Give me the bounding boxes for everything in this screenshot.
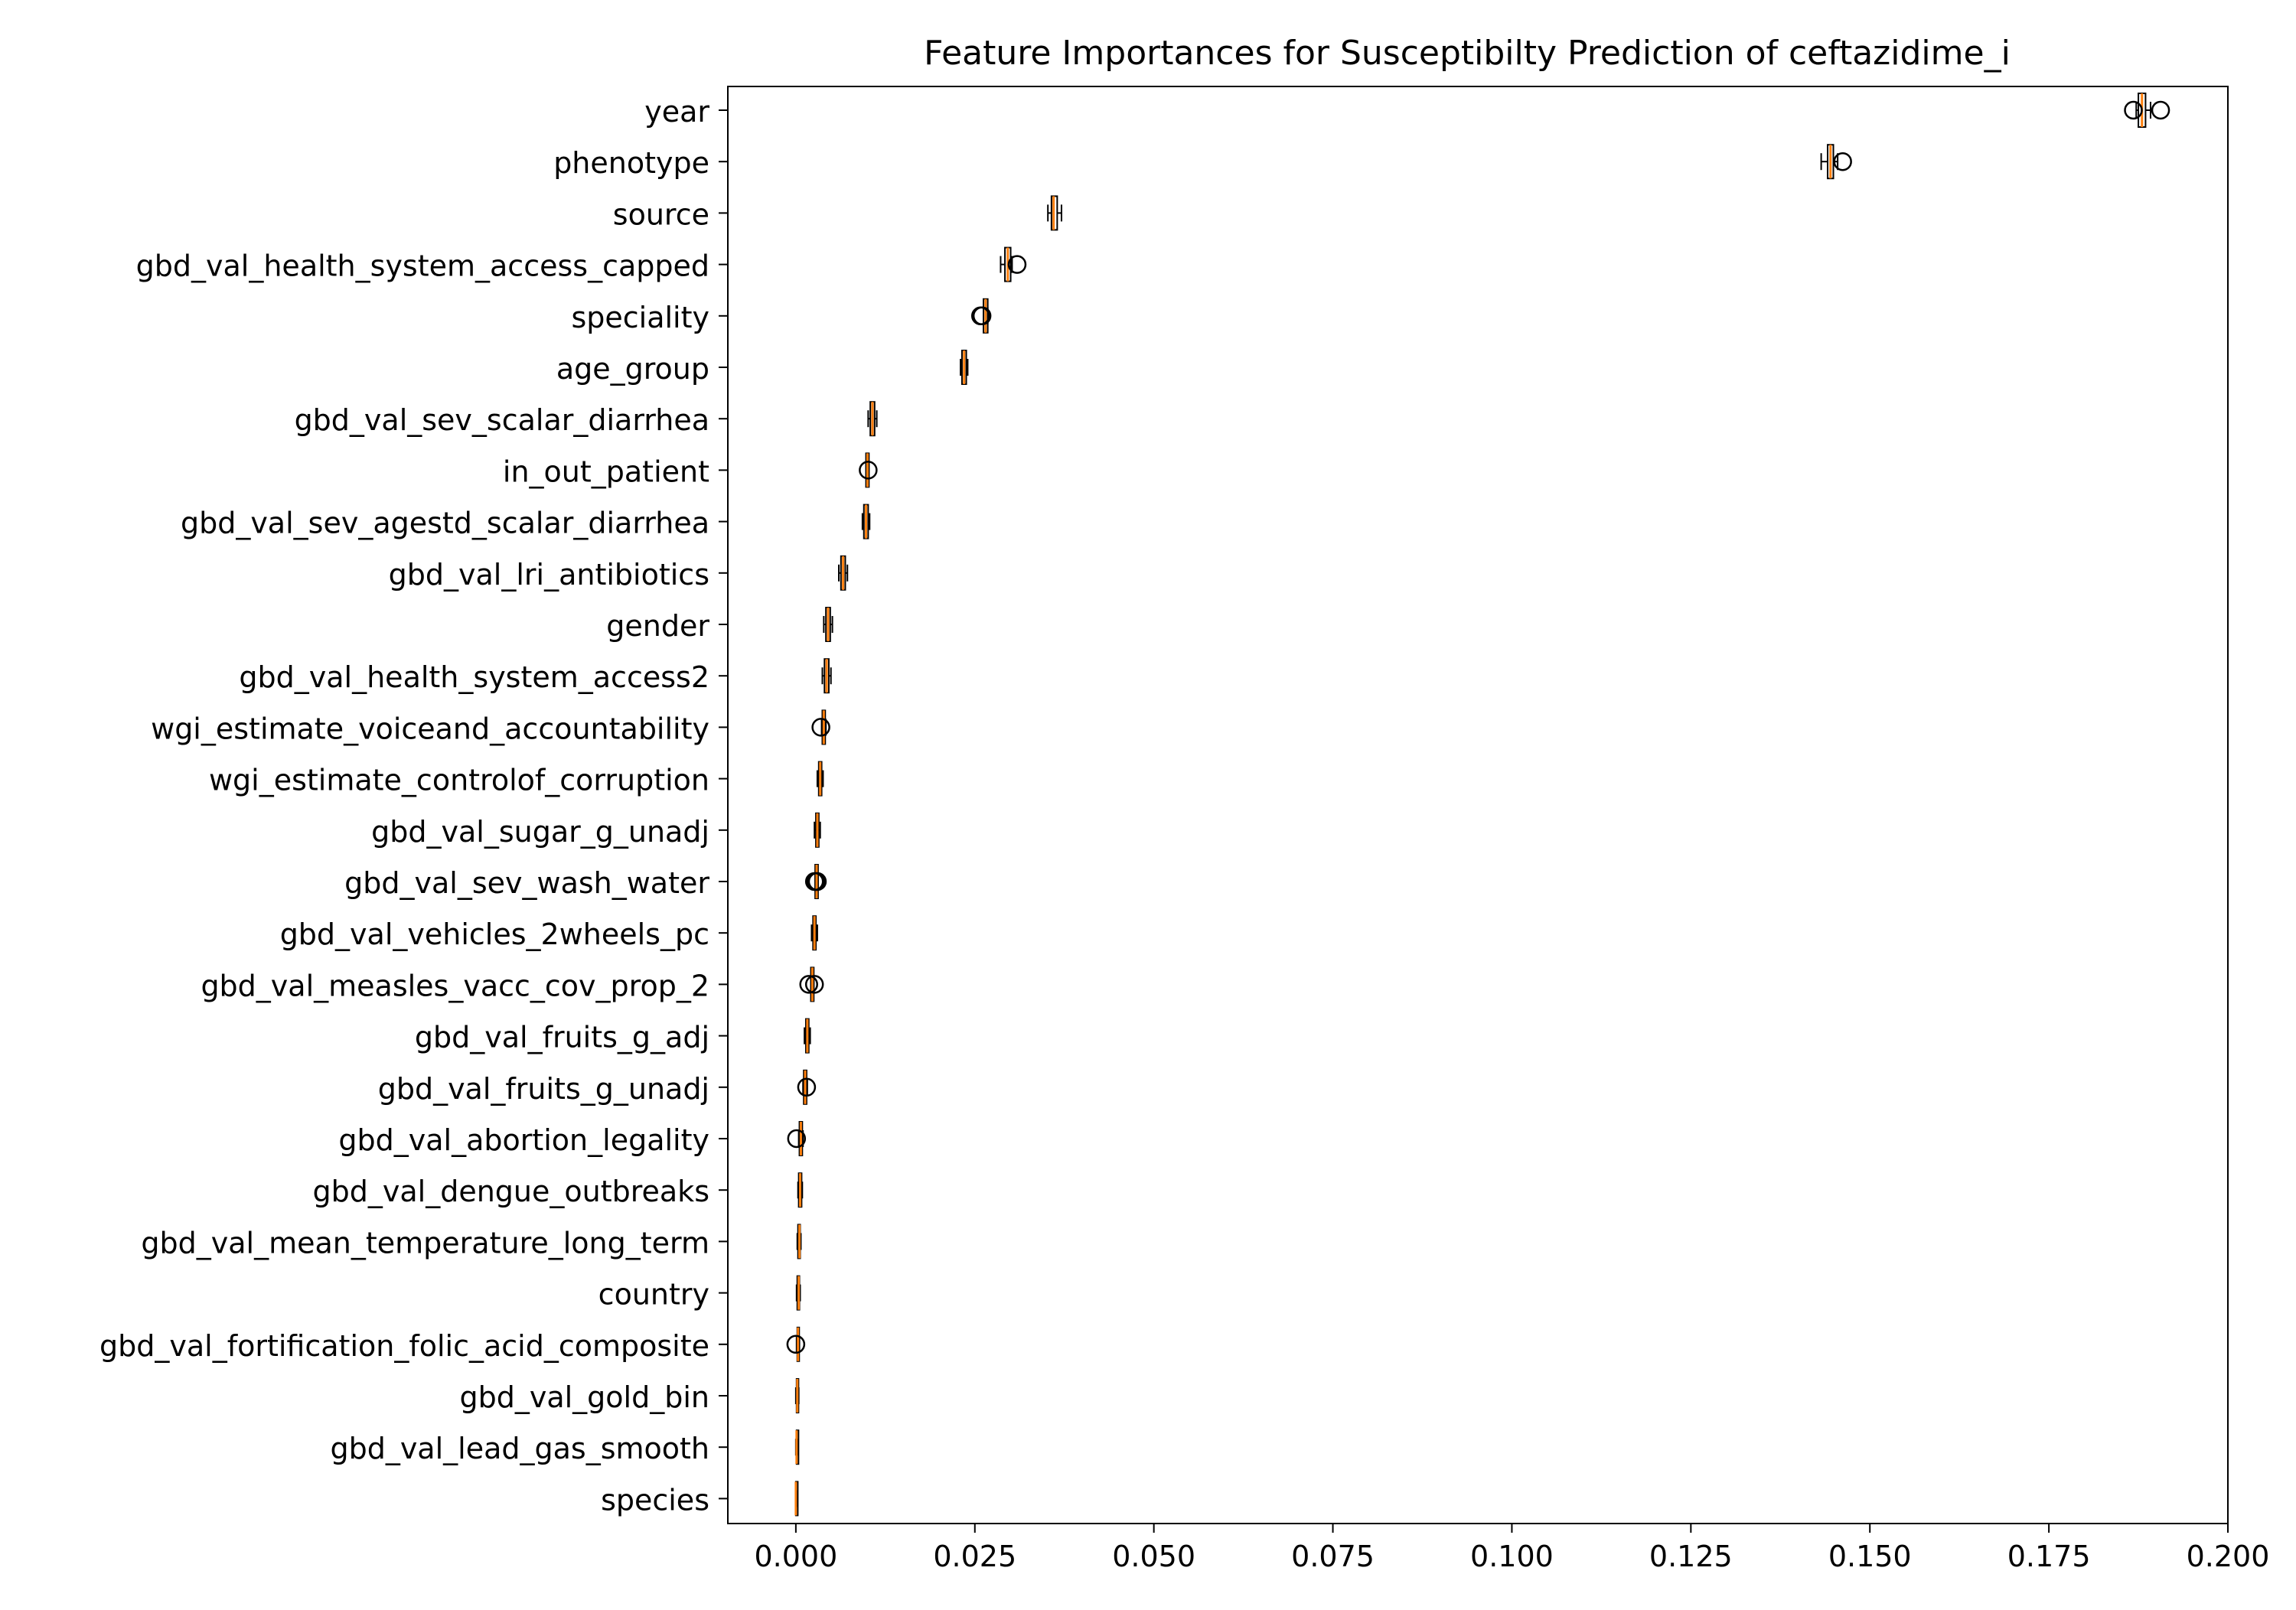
box-gbd_val_vehicles_2wheels_pc xyxy=(810,915,818,951)
box-year xyxy=(2124,93,2170,128)
chart-title: Feature Importances for Susceptibilty Pr… xyxy=(924,34,2011,73)
plot-layer xyxy=(786,93,2170,1517)
box-speciality xyxy=(971,298,992,334)
y-tick-label: phenotype xyxy=(553,146,709,180)
box-gbd_val_health_system_access_capped xyxy=(1000,246,1027,282)
box-gbd_val_sev_scalar_diarrhea xyxy=(867,401,878,437)
box-gender xyxy=(823,607,833,642)
flier-point xyxy=(804,975,824,994)
y-tick-label: wgi_estimate_controlof_corruption xyxy=(209,764,709,797)
y-tick-label: age_group xyxy=(556,352,709,386)
y-tick-label: year xyxy=(644,95,709,129)
box-wgi_estimate_controlof_corruption xyxy=(816,761,824,797)
flier-point xyxy=(2151,100,2170,120)
x-tick-label: 0.200 xyxy=(2187,1540,2270,1573)
y-tick-label: gbd_val_measles_vacc_cov_prop_2 xyxy=(201,969,709,1002)
y-tick-label: gbd_val_gold_bin xyxy=(459,1380,709,1414)
y-tick-label: wgi_estimate_voiceand_accountability xyxy=(151,712,709,745)
plot-frame xyxy=(727,86,2229,1524)
box-gbd_val_sev_agestd_scalar_diarrhea xyxy=(861,504,871,539)
x-tick-label: 0.175 xyxy=(2007,1540,2091,1573)
box-gbd_val_fortification_folic_acid_composite xyxy=(786,1326,806,1362)
y-tick-label: source xyxy=(613,197,709,231)
y-tick-label: gbd_val_abortion_legality xyxy=(338,1123,709,1157)
box-source xyxy=(1047,195,1062,231)
y-tick-label: gbd_val_dengue_outbreaks xyxy=(313,1175,709,1208)
box-gbd_val_lri_antibiotics xyxy=(838,555,849,591)
box-gbd_val_fruits_g_adj xyxy=(804,1018,811,1054)
box-gbd_val_mean_temperature_long_term xyxy=(796,1224,802,1260)
y-tick-label: gbd_val_mean_temperature_long_term xyxy=(141,1226,709,1260)
box-gbd_val_dengue_outbreaks xyxy=(797,1172,804,1208)
y-tick-label: gender xyxy=(606,609,709,643)
box-phenotype xyxy=(1820,144,1852,180)
flier-point xyxy=(859,461,878,480)
x-tick-label: 0.050 xyxy=(1112,1540,1195,1573)
y-tick-label: speciality xyxy=(571,301,709,334)
box-gbd_val_gold_bin xyxy=(794,1378,800,1413)
y-axis: year phenotype source gbd_val_health_system… xyxy=(99,95,728,1517)
y-tick-label: gbd_val_health_system_access2 xyxy=(239,660,709,694)
box-species xyxy=(794,1481,799,1517)
flier-point xyxy=(2124,100,2143,120)
x-tick-label: 0.125 xyxy=(1649,1540,1733,1573)
y-tick-label: gbd_val_lri_antibiotics xyxy=(389,558,709,592)
box-in_out_patient xyxy=(859,452,878,488)
y-tick-label: gbd_val_sev_scalar_diarrhea xyxy=(295,403,709,437)
x-tick-label: 0.000 xyxy=(754,1540,837,1573)
flier-point xyxy=(807,872,827,891)
flier-point xyxy=(797,1077,817,1097)
flier-point xyxy=(799,975,818,994)
x-tick-label: 0.150 xyxy=(1828,1540,1912,1573)
y-tick-label: gbd_val_fortification_folic_acid_composi… xyxy=(99,1329,709,1363)
box-country xyxy=(795,1275,801,1311)
box-wgi_estimate_voiceand_accountability xyxy=(811,709,830,745)
box-gbd_val_lead_gas_smooth xyxy=(794,1429,800,1465)
y-tick-label: species xyxy=(601,1483,709,1517)
x-axis: 0.000 0.025 0.050 0.075 0.100 0.125 0.150 0.175… xyxy=(754,1524,2269,1573)
flier-point xyxy=(787,1129,807,1149)
y-tick-label: country xyxy=(598,1278,709,1312)
y-tick-label: gbd_val_vehicles_2wheels_pc xyxy=(280,917,709,951)
y-tick-label: gbd_val_sev_agestd_scalar_diarrhea xyxy=(181,507,709,540)
y-tick-label: gbd_val_sugar_g_unadj xyxy=(371,815,709,849)
box-gbd_val_sugar_g_unadj xyxy=(814,812,821,848)
flier-point xyxy=(811,718,830,737)
flier-point xyxy=(971,306,990,326)
y-tick-label: gbd_val_fruits_g_unadj xyxy=(378,1072,709,1106)
flier-point xyxy=(786,1335,806,1354)
box-age_group xyxy=(960,350,969,385)
box-gbd_val_measles_vacc_cov_prop_2 xyxy=(799,966,824,1002)
box-gbd_val_health_system_access2 xyxy=(821,658,832,694)
flier-point xyxy=(1007,255,1027,274)
x-tick-label: 0.075 xyxy=(1291,1540,1375,1573)
box-gbd_val_sev_wash_water xyxy=(804,864,827,899)
x-tick-label: 0.025 xyxy=(933,1540,1016,1573)
y-tick-label: in_out_patient xyxy=(503,455,709,488)
x-tick-label: 0.100 xyxy=(1470,1540,1554,1573)
flier-point xyxy=(1833,152,1852,171)
box-gbd_val_fruits_g_unadj xyxy=(797,1069,817,1105)
y-tick-label: gbd_val_lead_gas_smooth xyxy=(330,1432,709,1465)
y-tick-label: gbd_val_health_system_access_capped xyxy=(136,249,709,283)
box-gbd_val_abortion_legality xyxy=(787,1121,807,1156)
y-tick-label: gbd_val_sev_wash_water xyxy=(344,866,709,900)
y-tick-label: gbd_val_fruits_g_adj xyxy=(415,1021,709,1054)
